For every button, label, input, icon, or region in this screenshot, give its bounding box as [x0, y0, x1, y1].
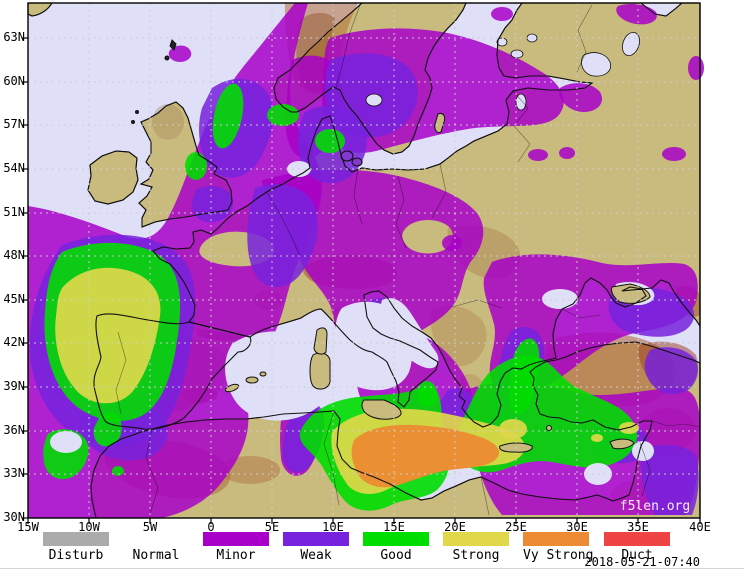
- x-axis-label: 15W: [17, 520, 39, 534]
- run-timestamp: 2018-05-21-07:40: [584, 555, 700, 569]
- country-borders: [115, 4, 701, 516]
- legend-item-minor: Minor: [203, 532, 269, 563]
- x-axis-label: 20E: [444, 520, 466, 534]
- x-axis-label: 5E: [264, 520, 280, 534]
- legend-swatch-disturb: [43, 532, 109, 546]
- legend-label: Duct: [621, 548, 653, 563]
- legend-item-duct: Duct: [604, 532, 670, 563]
- legend-label: Weak: [300, 548, 332, 563]
- y-axis-label: 51N: [3, 205, 25, 219]
- map-frame: [22, 2, 701, 524]
- legend-swatch-good: [363, 532, 429, 546]
- watermark: f5len.org: [620, 499, 690, 514]
- legend-swatch-strong: [443, 532, 509, 546]
- legend-label: Minor: [216, 548, 256, 563]
- legend-label: Disturb: [48, 548, 104, 563]
- y-axis-label: 36N: [3, 423, 25, 437]
- legend-label: Normal: [132, 548, 180, 563]
- y-axis-label: 45N: [3, 292, 25, 306]
- legend-swatch-vy-strong: [523, 532, 589, 546]
- x-axis-label: 0: [207, 520, 215, 534]
- x-axis-label: 35E: [627, 520, 649, 534]
- bottom-divider: [0, 568, 744, 569]
- legend-item-weak: Weak: [283, 532, 349, 563]
- x-axis-label: 40E: [689, 520, 711, 534]
- x-axis-label: 10E: [322, 520, 344, 534]
- x-axis-label: 5W: [142, 520, 158, 534]
- legend-label: Good: [380, 548, 412, 563]
- legend-swatch-minor: [203, 532, 269, 546]
- grid-layer: [28, 3, 700, 518]
- x-axis-label: 25E: [505, 520, 527, 534]
- y-axis-label: 33N: [3, 466, 25, 480]
- y-axis-label: 54N: [3, 161, 25, 175]
- x-axis-label: 30E: [566, 520, 588, 534]
- legend-item-good: Good: [363, 532, 429, 563]
- x-axis-label: 10W: [78, 520, 100, 534]
- y-axis-label: 63N: [3, 30, 25, 44]
- y-axis-label: 39N: [3, 379, 25, 393]
- legend-swatch-duct: [604, 532, 670, 546]
- y-axis-label: 57N: [3, 117, 25, 131]
- y-axis-label: 60N: [3, 74, 25, 88]
- vy-strong-regions: [351, 424, 500, 488]
- legend-item-disturb: Disturb: [43, 532, 109, 563]
- legend-item-vy-strong: Vy Strong: [523, 532, 594, 563]
- legend-label: Vy Strong: [523, 548, 594, 563]
- x-axis-label: 15E: [383, 520, 405, 534]
- legend-item-normal: Normal: [123, 532, 189, 563]
- y-axis-label: 42N: [3, 335, 25, 349]
- y-axis-label: 30N: [3, 510, 25, 524]
- legend-swatch-normal: [123, 532, 189, 546]
- legend-label: Strong: [452, 548, 500, 563]
- legend-item-strong: Strong: [443, 532, 509, 563]
- islands-layer: [131, 39, 651, 453]
- legend-swatch-weak: [283, 532, 349, 546]
- y-axis-label: 48N: [3, 248, 25, 262]
